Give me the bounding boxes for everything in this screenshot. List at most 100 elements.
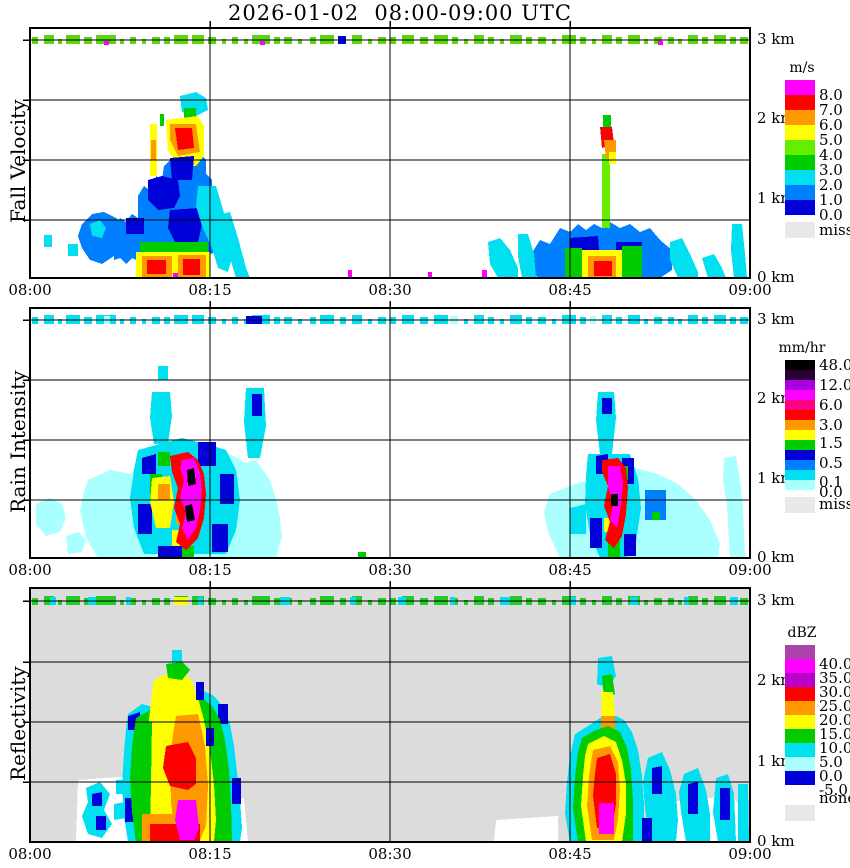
echo-region: [196, 186, 234, 272]
stripe-echo: [142, 319, 146, 324]
legend-value-label: 3.0: [819, 161, 843, 179]
time-axis-label: 09:00: [728, 281, 772, 299]
stripe-echo: [592, 39, 596, 44]
stripe-speck: [658, 41, 663, 45]
legend-color-block: [785, 360, 815, 370]
echo-region: [96, 816, 106, 830]
stripe-echo: [644, 39, 648, 44]
legend-color-block: [785, 410, 815, 420]
legend-color-block: [785, 480, 815, 490]
echo-region: [652, 766, 662, 794]
height-axis-label: 3 km: [757, 591, 795, 610]
legend-color-block: [785, 185, 815, 200]
echo-region: [601, 692, 615, 720]
legend-value-label: 8.0: [819, 86, 843, 104]
echo-region: [731, 224, 747, 278]
stripe-echo: [298, 600, 302, 605]
echo-region: [212, 524, 228, 552]
legend-value-label: 25.0: [819, 696, 850, 715]
legend-color-block: [785, 729, 815, 743]
legend-value-label: 35.0: [819, 668, 850, 687]
legend-color-block: [785, 170, 815, 185]
echo-region: [494, 816, 558, 842]
echo-region: [66, 532, 86, 554]
time-axis-label: 09:00: [728, 561, 772, 579]
time-axis-label: 08:00: [8, 845, 52, 863]
echo-region: [702, 254, 726, 278]
echo-region: [166, 662, 190, 680]
stripe-echo: [552, 319, 556, 324]
echo-region: [720, 788, 730, 820]
stripe-echo: [222, 600, 226, 605]
echo-region: [150, 392, 172, 444]
stripe-echo: [222, 39, 226, 44]
time-axis-label: 08:15: [188, 561, 232, 579]
reflectivity-axis-title: Reflectivity: [6, 665, 30, 781]
legend-color-block: [785, 125, 815, 140]
echo-region: [173, 273, 178, 278]
echo-region: [348, 270, 352, 278]
height-axis-label: 3 km: [757, 310, 795, 329]
time-axis-label: 08:00: [8, 561, 52, 579]
legend-color-block: [785, 390, 815, 400]
legend-color-block: [785, 440, 815, 450]
echo-region: [594, 261, 612, 276]
legend-color-block: [785, 400, 815, 410]
legend-value-label: 5.0: [819, 131, 843, 149]
echo-region: [44, 235, 52, 247]
legend-color-block: [785, 450, 815, 460]
echo-region: [670, 238, 698, 278]
stripe-echo: [368, 600, 372, 605]
legend-value-label: 0.0: [819, 206, 843, 224]
legend-color-block: [785, 370, 815, 380]
legend-value-label: 6.0: [819, 116, 843, 134]
legend-color-block: [785, 420, 815, 430]
echo-region: [126, 218, 144, 234]
stripe-speck: [104, 41, 109, 45]
echo-region: [565, 248, 582, 278]
legend-value-label: 0.0: [819, 766, 843, 785]
stripe-echo: [368, 39, 372, 44]
legend-value-label: 30.0: [819, 682, 850, 701]
echo-region: [622, 246, 642, 278]
height-axis-label: 0 km: [757, 268, 795, 287]
stripe-echo: [464, 319, 468, 324]
stripe-echo: [142, 600, 146, 605]
legend-color-block: [785, 95, 815, 110]
legend-miss-block: [785, 222, 815, 238]
echo-region: [234, 460, 282, 558]
echo-region: [158, 484, 170, 500]
echo-region: [642, 818, 652, 842]
echo-region: [183, 259, 200, 275]
echo-region: [68, 244, 78, 256]
stripe-echo: [500, 319, 504, 324]
echo-region: [158, 546, 182, 558]
stripe-echo: [500, 39, 504, 44]
time-axis-label: 08:30: [368, 281, 412, 299]
legend-color-block: [785, 771, 815, 785]
time-axis-label: 08:15: [188, 845, 232, 863]
echo-region: [602, 154, 610, 228]
echo-region: [114, 802, 126, 820]
echo-region: [138, 504, 152, 534]
legend-value-label: 0.1: [819, 473, 843, 491]
stripe-echo: [464, 39, 468, 44]
echo-region: [170, 156, 194, 180]
legend-color-block: [785, 470, 815, 480]
echo-region: [723, 456, 745, 558]
echo-region: [624, 534, 636, 556]
legend-value-label: 10.0: [819, 738, 850, 757]
echo-region: [602, 398, 612, 414]
legend-color-block: [785, 673, 815, 687]
echo-region: [140, 242, 208, 252]
legend-value-label: 48.0: [819, 356, 850, 374]
legend-miss-block: [785, 805, 815, 821]
stripe-echo: [142, 39, 146, 44]
legend-title-rain-intensity: mm/hr: [778, 340, 826, 356]
echo-region: [90, 220, 106, 238]
echo-region: [652, 512, 660, 520]
echo-region: [570, 504, 586, 534]
echo-region: [36, 498, 66, 536]
legend-miss-label: none: [819, 789, 850, 807]
echo-region: [198, 442, 216, 466]
